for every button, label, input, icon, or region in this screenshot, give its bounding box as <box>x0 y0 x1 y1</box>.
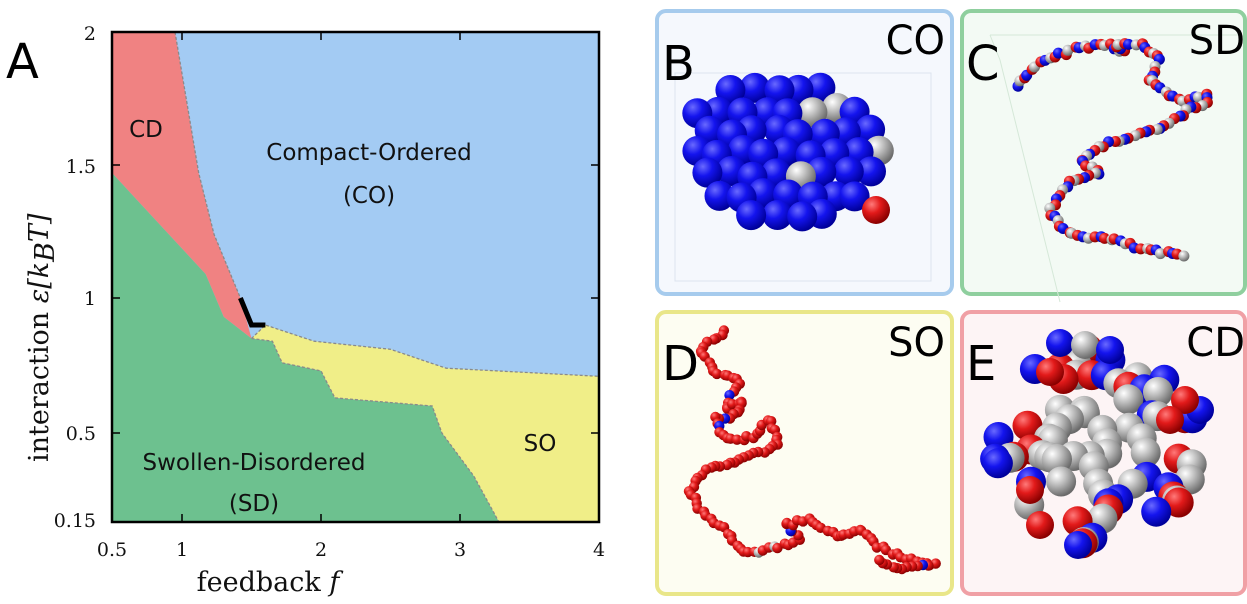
x-axis-label: feedback f <box>197 567 344 598</box>
monomer-bead <box>856 156 886 187</box>
monomer-bead <box>704 180 735 211</box>
x-tick-2: 2 <box>315 539 327 561</box>
monomer-bead <box>1036 358 1064 386</box>
monomer-bead <box>1141 496 1172 527</box>
polymer-b <box>682 72 894 232</box>
panel-letter-d: D <box>662 336 699 392</box>
panel-letter-a: A <box>6 34 39 90</box>
panel-b-state: CO <box>886 18 945 64</box>
panel-letter-e: E <box>966 336 996 392</box>
monomer-bead <box>1016 476 1044 504</box>
monomer-bead <box>764 75 795 106</box>
monomer-bead <box>874 554 885 566</box>
region-sd <box>112 173 499 522</box>
y-axis-label: interaction ε[kBT] <box>24 213 61 462</box>
monomer-bead <box>711 368 723 380</box>
region-label-sd-abbr: (SD) <box>229 491 279 517</box>
monomer-bead <box>1143 377 1173 407</box>
boundary-cd-co <box>174 32 242 299</box>
panel-a: A 0.5 1 2 3 4 0.15 0.5 1 1.5 2 feedback … <box>6 23 605 598</box>
y-tick-1.5: 1.5 <box>66 156 96 178</box>
panel-e-state: CD <box>1186 320 1245 366</box>
x-axis-label-text: feedback <box>197 567 322 598</box>
x-tick-0.5: 0.5 <box>97 539 127 561</box>
monomer-bead <box>862 196 890 224</box>
y-axis-symbol: ε[k <box>24 262 55 303</box>
monomer-bead <box>1046 466 1077 497</box>
y-tick-2: 2 <box>84 23 96 45</box>
monomer-bead <box>739 72 770 103</box>
monomer-bead <box>715 75 746 105</box>
y-axis-symbol-sub: B <box>30 242 61 263</box>
monomer-bead <box>1154 248 1166 260</box>
panel-c: C SD <box>960 9 1247 303</box>
svg-text:feedback f: feedback f <box>197 567 344 598</box>
monomer-bead <box>736 200 767 231</box>
monomer-bead <box>1163 487 1194 518</box>
monomer-bead <box>1156 406 1184 434</box>
panel-c-state: SD <box>1189 18 1245 64</box>
y-axis-symbol-end: T] <box>24 213 55 242</box>
monomer-bead <box>1064 531 1092 559</box>
monomer-bead <box>805 72 836 103</box>
region-label-cd: CD <box>129 117 163 143</box>
monomer-bead <box>787 201 818 232</box>
region-so <box>251 325 599 522</box>
y-tick-1: 1 <box>84 288 96 310</box>
monomer-bead <box>1193 91 1204 103</box>
panel-letter-c: C <box>966 36 1000 92</box>
panel-d-state: SO <box>888 320 945 366</box>
monomer-bead <box>762 200 793 230</box>
monomer-bead <box>1026 511 1054 539</box>
y-tick-0.5: 0.5 <box>66 423 96 445</box>
x-axis-symbol: f <box>327 567 343 598</box>
polymer-d <box>683 325 941 575</box>
region-cd <box>112 32 252 339</box>
monomer-bead <box>1123 38 1134 50</box>
panel-e: E CD <box>960 310 1247 596</box>
monomer-bead <box>1178 250 1190 262</box>
monomer-bead <box>833 156 864 187</box>
monomer-bead <box>1046 329 1074 357</box>
axis-ticks <box>111 31 600 523</box>
highlight-line <box>238 297 266 328</box>
monomer-bead <box>1130 437 1161 468</box>
panel-b-box <box>674 72 932 282</box>
panel-letter-b: B <box>662 36 695 92</box>
monomer-bead <box>1096 336 1124 364</box>
boundary-sd-so <box>251 337 500 522</box>
monomer-bead <box>1113 384 1144 415</box>
panel-c-box <box>989 34 1238 303</box>
monomer-bead <box>839 181 870 212</box>
x-tick-3: 3 <box>454 539 466 561</box>
region-label-co: Compact-Ordered <box>266 140 471 166</box>
y-tick-0.15: 0.15 <box>54 510 96 532</box>
polymer-c <box>1012 38 1213 262</box>
monomer-bead <box>692 157 723 188</box>
panel-c-frame <box>960 9 1247 296</box>
panel-d: D SO <box>655 310 954 596</box>
svg-text:interaction ε[kBT]: interaction ε[kBT] <box>24 213 61 462</box>
region-label-so: SO <box>524 431 557 457</box>
polymer-e <box>980 329 1214 559</box>
monomer-bead <box>1171 386 1199 414</box>
plot-frame <box>110 30 601 524</box>
panel-b: B CO <box>655 9 954 296</box>
region-label-sd: Swollen-Disordered <box>143 450 366 476</box>
y-axis-label-text: interaction <box>24 312 55 462</box>
x-tick-4: 4 <box>593 539 605 561</box>
region-label-co-abbr: (CO) <box>343 183 395 209</box>
x-tick-1: 1 <box>176 539 188 561</box>
monomer-bead <box>982 448 1013 479</box>
monomer-bead <box>1071 331 1099 359</box>
